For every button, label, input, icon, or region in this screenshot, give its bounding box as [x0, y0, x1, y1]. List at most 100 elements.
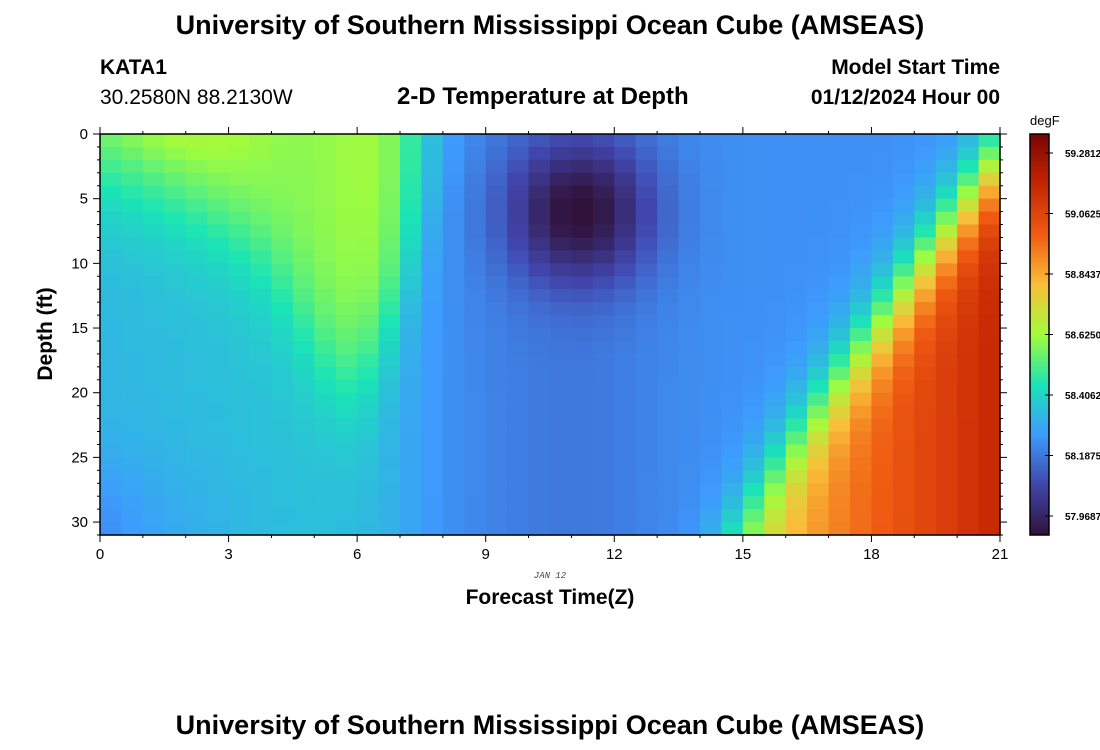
heatmap-cell [978, 353, 1001, 368]
heatmap-cell [314, 470, 337, 484]
heatmap-cell [442, 340, 465, 355]
heatmap-cell [935, 146, 958, 161]
heatmap-cell [250, 185, 273, 200]
heatmap-cell [957, 250, 980, 264]
heatmap-cell [871, 134, 894, 148]
heatmap-cell [400, 470, 423, 484]
heatmap-cell [935, 172, 958, 187]
heatmap-cell [550, 392, 573, 407]
heatmap-cell [292, 198, 315, 213]
heatmap-cell [657, 237, 680, 252]
y-tick-label: 10 [71, 255, 88, 272]
heatmap-cell [185, 444, 208, 458]
heatmap-cell [335, 444, 358, 458]
heatmap-cell [250, 276, 273, 290]
heatmap-cell [828, 237, 851, 252]
heatmap-cell [528, 483, 551, 497]
heatmap-cell [357, 224, 380, 239]
heatmap-cell [164, 276, 187, 290]
heatmap-cell [464, 263, 487, 277]
colorbar-tick-label: 59.2812 [1065, 149, 1100, 160]
heatmap-cell [721, 496, 744, 510]
heatmap-cell [485, 366, 508, 381]
heatmap-cell [314, 302, 337, 316]
heatmap-cell [228, 185, 251, 200]
heatmap-cell [678, 509, 701, 523]
heatmap-cell [271, 353, 294, 368]
heatmap-cell [164, 172, 187, 187]
heatmap-cell [614, 185, 637, 200]
heatmap-cell [292, 159, 315, 174]
heatmap-cell [292, 211, 315, 226]
heatmap-cell [357, 444, 380, 458]
heatmap-cell [935, 366, 958, 381]
heatmap-cell [807, 522, 830, 536]
heatmap-cell [978, 146, 1001, 161]
heatmap-cell [978, 418, 1001, 433]
heatmap-cell [485, 302, 508, 316]
heatmap-cell [721, 198, 744, 213]
heatmap-cell [207, 289, 230, 303]
heatmap-cell [978, 431, 1001, 446]
heatmap-cell [892, 392, 915, 407]
heatmap-cell [828, 146, 851, 161]
heatmap-cell [357, 302, 380, 316]
heatmap-cell [421, 302, 444, 316]
heatmap-cell [914, 379, 937, 394]
heatmap-cell [271, 457, 294, 471]
heatmap-cell [657, 444, 680, 458]
heatmap-cell [421, 198, 444, 213]
heatmap-cell [400, 263, 423, 277]
heatmap-cell [657, 366, 680, 381]
heatmap-cell [507, 522, 530, 536]
heatmap-cell [378, 302, 401, 316]
heatmap-cell [914, 302, 937, 316]
heatmap-cell [292, 366, 315, 381]
heatmap-cell [185, 392, 208, 407]
heatmap-cell [635, 302, 658, 316]
heatmap-cell [614, 172, 637, 187]
heatmap-cell [742, 185, 765, 200]
heatmap-cell [935, 496, 958, 510]
heatmap-cell [378, 263, 401, 277]
heatmap-cell [142, 315, 165, 329]
heatmap-cell [507, 237, 530, 252]
heatmap-cell [657, 470, 680, 484]
heatmap-cell [164, 418, 187, 433]
heatmap-cell [400, 405, 423, 420]
heatmap-cell [571, 431, 594, 446]
heatmap-cell [335, 366, 358, 381]
heatmap-cell [850, 237, 873, 252]
heatmap-cell [421, 211, 444, 226]
heatmap-cell [250, 224, 273, 239]
heatmap-cell [121, 366, 144, 381]
heatmap-cell [507, 263, 530, 277]
heatmap-cell [378, 198, 401, 213]
heatmap-cell [700, 211, 723, 226]
heatmap-cell [892, 134, 915, 148]
heatmap-cell [507, 509, 530, 523]
heatmap-cell [935, 522, 958, 536]
heatmap-cell [142, 185, 165, 200]
heatmap-cell [807, 263, 830, 277]
heatmap-cell [421, 470, 444, 484]
heatmap-cell [635, 379, 658, 394]
heatmap-cell [764, 185, 787, 200]
heatmap-cell [785, 522, 808, 536]
heatmap-cell [357, 134, 380, 148]
heatmap-cell [957, 134, 980, 148]
heatmap-cell [378, 172, 401, 187]
heatmap-cell [828, 483, 851, 497]
heatmap-cell [100, 379, 123, 394]
heatmap-cell [442, 496, 465, 510]
heatmap-cell [592, 237, 615, 252]
date-label: JAN 12 [534, 571, 567, 581]
heatmap-cell [314, 211, 337, 226]
heatmap-cell [121, 470, 144, 484]
heatmap-cell [550, 224, 573, 239]
heatmap-cell [721, 457, 744, 471]
heatmap-cell [807, 431, 830, 446]
heatmap-cell [978, 159, 1001, 174]
heatmap-cell [592, 172, 615, 187]
heatmap-cell [550, 276, 573, 290]
